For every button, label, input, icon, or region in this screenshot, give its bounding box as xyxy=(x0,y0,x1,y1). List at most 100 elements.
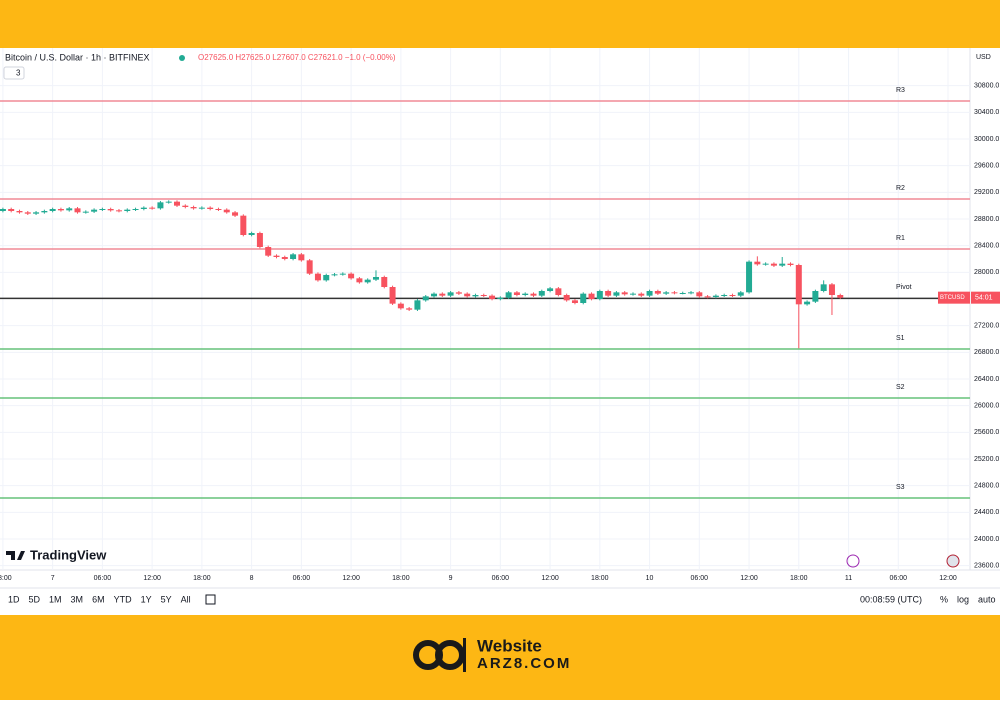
top-band xyxy=(0,0,1000,48)
candle-body xyxy=(339,273,346,275)
candle-body xyxy=(66,208,73,211)
candle-body xyxy=(16,211,23,213)
candle-body xyxy=(389,287,396,304)
candle-body xyxy=(198,207,205,209)
range-button[interactable]: YTD xyxy=(114,594,133,604)
x-tick-label: 18:00 xyxy=(193,575,211,582)
level-label: R2 xyxy=(896,185,905,192)
countdown: 54:01 xyxy=(975,295,993,302)
candle-body xyxy=(464,293,471,297)
candle-body xyxy=(57,209,64,211)
currency[interactable]: USD xyxy=(976,54,991,61)
range-button[interactable]: All xyxy=(181,594,191,604)
candle-body xyxy=(729,295,736,296)
range-button[interactable]: 1M xyxy=(49,594,62,604)
candle-body xyxy=(513,292,520,295)
candle-body xyxy=(837,295,844,298)
candle-body xyxy=(555,288,562,295)
candle-body xyxy=(571,300,578,303)
scale-option[interactable]: % xyxy=(940,594,948,604)
y-tick-label: 30800.0 xyxy=(974,83,999,90)
candle-body xyxy=(530,293,537,296)
x-tick-label: 06:00 xyxy=(890,575,908,582)
x-tick-label: 12:00 xyxy=(740,575,758,582)
scale-option[interactable]: log xyxy=(957,594,969,604)
candle-body xyxy=(190,207,197,209)
event-icon[interactable] xyxy=(846,554,860,568)
range-button[interactable]: 3M xyxy=(71,594,84,604)
range-button[interactable]: 6M xyxy=(92,594,105,604)
status-dot xyxy=(179,55,185,61)
calendar-icon[interactable] xyxy=(205,594,216,605)
candle-body xyxy=(406,308,413,310)
y-tick-label: 24800.0 xyxy=(974,483,999,490)
candle-body xyxy=(149,207,156,209)
y-tick-label: 26400.0 xyxy=(974,376,999,383)
candle-body xyxy=(397,303,404,309)
candle-body xyxy=(654,291,661,294)
candle-body xyxy=(804,301,811,305)
range-button[interactable]: 5Y xyxy=(161,594,172,604)
y-tick-label: 26800.0 xyxy=(974,349,999,356)
indicator-count[interactable]: 3 xyxy=(16,69,21,78)
candle-body xyxy=(770,263,777,266)
y-tick-label: 30000.0 xyxy=(974,136,999,143)
x-tick-label: 12:00 xyxy=(143,575,161,582)
y-tick-label: 25200.0 xyxy=(974,456,999,463)
y-tick-label: 28800.0 xyxy=(974,216,999,223)
candle-body xyxy=(182,205,189,207)
candle-body xyxy=(621,292,628,295)
candle-body xyxy=(671,292,678,294)
clock: 00:08:59 (UTC) xyxy=(860,594,922,604)
watermark: TradingView xyxy=(30,547,107,562)
candle-body xyxy=(422,296,429,301)
candle-body xyxy=(688,292,695,294)
candle-body xyxy=(455,292,462,294)
scale-option[interactable]: auto xyxy=(978,594,996,604)
candle-body xyxy=(812,291,819,302)
x-tick-label: 18:00 xyxy=(0,575,12,582)
candle-body xyxy=(638,293,645,296)
candle-body xyxy=(588,293,595,299)
range-button[interactable]: 5D xyxy=(29,594,41,604)
candle-body xyxy=(372,277,379,280)
candle-body xyxy=(24,212,31,214)
x-tick-label: 10 xyxy=(646,575,654,582)
candle-body xyxy=(281,257,288,259)
candle-body xyxy=(256,233,263,247)
y-tick-label: 27200.0 xyxy=(974,323,999,330)
candle-body xyxy=(762,263,769,265)
candle-body xyxy=(480,295,487,296)
candle-body xyxy=(828,284,835,295)
toolbar: 1D 5D 1M 3M 6M YTD 1Y 5Y All% log auto xyxy=(8,594,996,604)
flag-icon[interactable] xyxy=(946,554,960,568)
x-tick-label: 06:00 xyxy=(293,575,311,582)
x-tick-label: 7 xyxy=(51,575,55,582)
plot xyxy=(0,100,970,499)
candle-body xyxy=(787,263,794,265)
candle-body xyxy=(737,292,744,296)
x-tick-label: 9 xyxy=(449,575,453,582)
candle-body xyxy=(314,273,321,281)
candle-body xyxy=(240,215,247,235)
banner-line2: ARZ8.COM xyxy=(477,655,571,672)
candle-body xyxy=(248,233,255,235)
candle-body xyxy=(74,208,81,213)
candle-body xyxy=(497,297,504,299)
candle-body xyxy=(107,209,114,211)
level-label: S1 xyxy=(896,335,905,342)
candle-body xyxy=(663,292,670,294)
y-tick-label: 24400.0 xyxy=(974,509,999,516)
x-tick-label: 12:00 xyxy=(541,575,559,582)
indicator-toggle[interactable] xyxy=(3,66,25,80)
candle-body xyxy=(580,293,587,303)
range-button[interactable]: 1D xyxy=(8,594,20,604)
candle-body xyxy=(563,295,570,301)
candle-body xyxy=(49,209,56,211)
candle-body xyxy=(704,296,711,298)
candle-body xyxy=(646,291,653,296)
candle-body xyxy=(124,209,131,211)
candle-body xyxy=(115,210,122,212)
range-button[interactable]: 1Y xyxy=(141,594,152,604)
